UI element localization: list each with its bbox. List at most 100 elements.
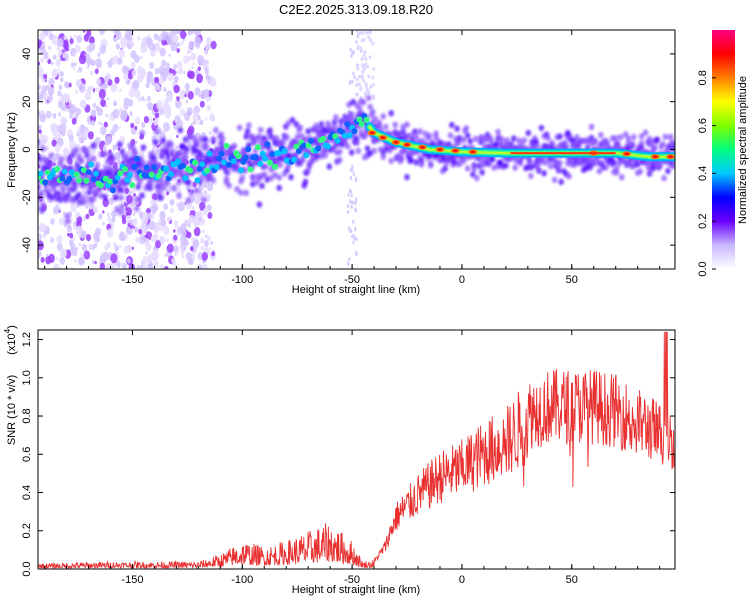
noise-blob bbox=[58, 84, 63, 90]
noise-blob bbox=[50, 122, 58, 133]
halo-blob bbox=[408, 157, 414, 164]
noise-blob bbox=[106, 212, 110, 217]
noise-blob bbox=[132, 212, 136, 216]
noise-blob bbox=[59, 217, 65, 226]
noise-blob bbox=[206, 104, 211, 111]
core-blob bbox=[271, 163, 278, 170]
noise-blob bbox=[125, 215, 132, 224]
halo-blob bbox=[400, 128, 406, 135]
core-blob bbox=[341, 132, 348, 139]
y-tick-label: 0.2 bbox=[21, 523, 33, 538]
core-blob bbox=[293, 143, 300, 150]
noise-blob bbox=[359, 86, 363, 90]
noise-blob bbox=[57, 137, 62, 144]
halo-blob bbox=[257, 126, 264, 134]
halo-blob bbox=[280, 138, 286, 145]
halo-blob bbox=[337, 148, 343, 155]
halo-blob bbox=[140, 160, 147, 167]
noise-blob bbox=[69, 232, 74, 239]
noise-blob bbox=[112, 108, 120, 119]
noise-blob bbox=[87, 131, 94, 140]
noise-blob bbox=[206, 37, 212, 45]
core-blob bbox=[216, 155, 223, 162]
noise-blob bbox=[154, 112, 160, 119]
noise-blob bbox=[194, 87, 201, 96]
core-blob bbox=[324, 143, 331, 150]
noise-blob bbox=[38, 124, 42, 130]
noise-blob bbox=[39, 45, 46, 55]
noise-blob bbox=[123, 102, 129, 110]
noise-blob bbox=[94, 260, 97, 265]
noise-blob bbox=[371, 75, 375, 80]
noise-blob bbox=[98, 89, 106, 99]
noise-blob bbox=[204, 240, 209, 247]
noise-blob bbox=[361, 75, 365, 80]
noise-blob bbox=[89, 42, 96, 52]
halo-blob bbox=[203, 144, 210, 151]
noise-blob bbox=[111, 217, 116, 223]
noise-blob bbox=[169, 198, 175, 206]
halo-blob bbox=[225, 169, 231, 176]
halo-blob bbox=[652, 144, 658, 151]
noise-blob bbox=[192, 61, 195, 65]
halo-blob bbox=[383, 123, 389, 131]
noise-blob bbox=[78, 256, 85, 266]
noise-blob bbox=[192, 181, 197, 188]
core-blob bbox=[300, 142, 307, 149]
halo-blob bbox=[360, 99, 367, 106]
noise-blob bbox=[51, 70, 58, 78]
noise-blob bbox=[112, 100, 118, 107]
noise-blob bbox=[130, 61, 136, 69]
noise-blob bbox=[104, 75, 109, 83]
noise-blob bbox=[41, 134, 49, 145]
noise-blob bbox=[350, 193, 353, 198]
noise-blob bbox=[360, 63, 364, 68]
halo-blob bbox=[157, 194, 164, 201]
core-blob bbox=[109, 187, 116, 194]
halo-blob bbox=[370, 108, 376, 116]
y-tick-label: 40 bbox=[21, 48, 33, 60]
halo-blob bbox=[210, 135, 217, 143]
noise-blob bbox=[42, 30, 46, 33]
halo-blob bbox=[380, 153, 387, 161]
halo-blob bbox=[503, 162, 509, 169]
noise-blob bbox=[59, 49, 63, 54]
noise-blob bbox=[57, 40, 62, 47]
noise-blob bbox=[203, 88, 210, 98]
halo-blob bbox=[231, 142, 238, 150]
snr-scale-prefix: (x10 bbox=[6, 333, 18, 354]
snr-frame bbox=[37, 329, 676, 570]
noise-blob bbox=[93, 105, 96, 109]
halo-blob bbox=[210, 177, 217, 184]
noise-blob bbox=[90, 120, 95, 127]
noise-blob bbox=[164, 253, 167, 257]
noise-blob bbox=[354, 226, 357, 231]
noise-blob bbox=[173, 234, 178, 241]
noise-blob bbox=[191, 205, 195, 211]
noise-blob bbox=[41, 85, 48, 93]
noise-blob bbox=[107, 228, 114, 238]
noise-blob bbox=[76, 69, 79, 74]
y-tick-label: 1.2 bbox=[21, 332, 33, 347]
noise-blob bbox=[176, 48, 180, 53]
noise-blob bbox=[193, 227, 201, 237]
halo-blob bbox=[110, 156, 116, 163]
noise-blob bbox=[196, 73, 204, 84]
noise-blob bbox=[180, 223, 187, 232]
noise-blob bbox=[52, 112, 57, 119]
halo-blob bbox=[152, 139, 159, 146]
core-blob bbox=[196, 165, 203, 172]
noise-blob bbox=[209, 113, 215, 122]
noise-blob bbox=[208, 131, 212, 135]
noise-blob bbox=[97, 52, 101, 58]
core-blob bbox=[143, 164, 150, 171]
noise-blob bbox=[56, 46, 60, 51]
core-blob bbox=[206, 150, 213, 157]
halo-blob bbox=[547, 163, 554, 170]
noise-blob bbox=[199, 100, 205, 108]
core-blob bbox=[83, 177, 90, 184]
noise-blob bbox=[177, 30, 181, 34]
colorbar-ticks: 0.0 0.2 0.4 0.6 0.8 bbox=[697, 70, 716, 277]
halo-blob bbox=[596, 167, 603, 175]
noise-blob bbox=[76, 35, 83, 44]
